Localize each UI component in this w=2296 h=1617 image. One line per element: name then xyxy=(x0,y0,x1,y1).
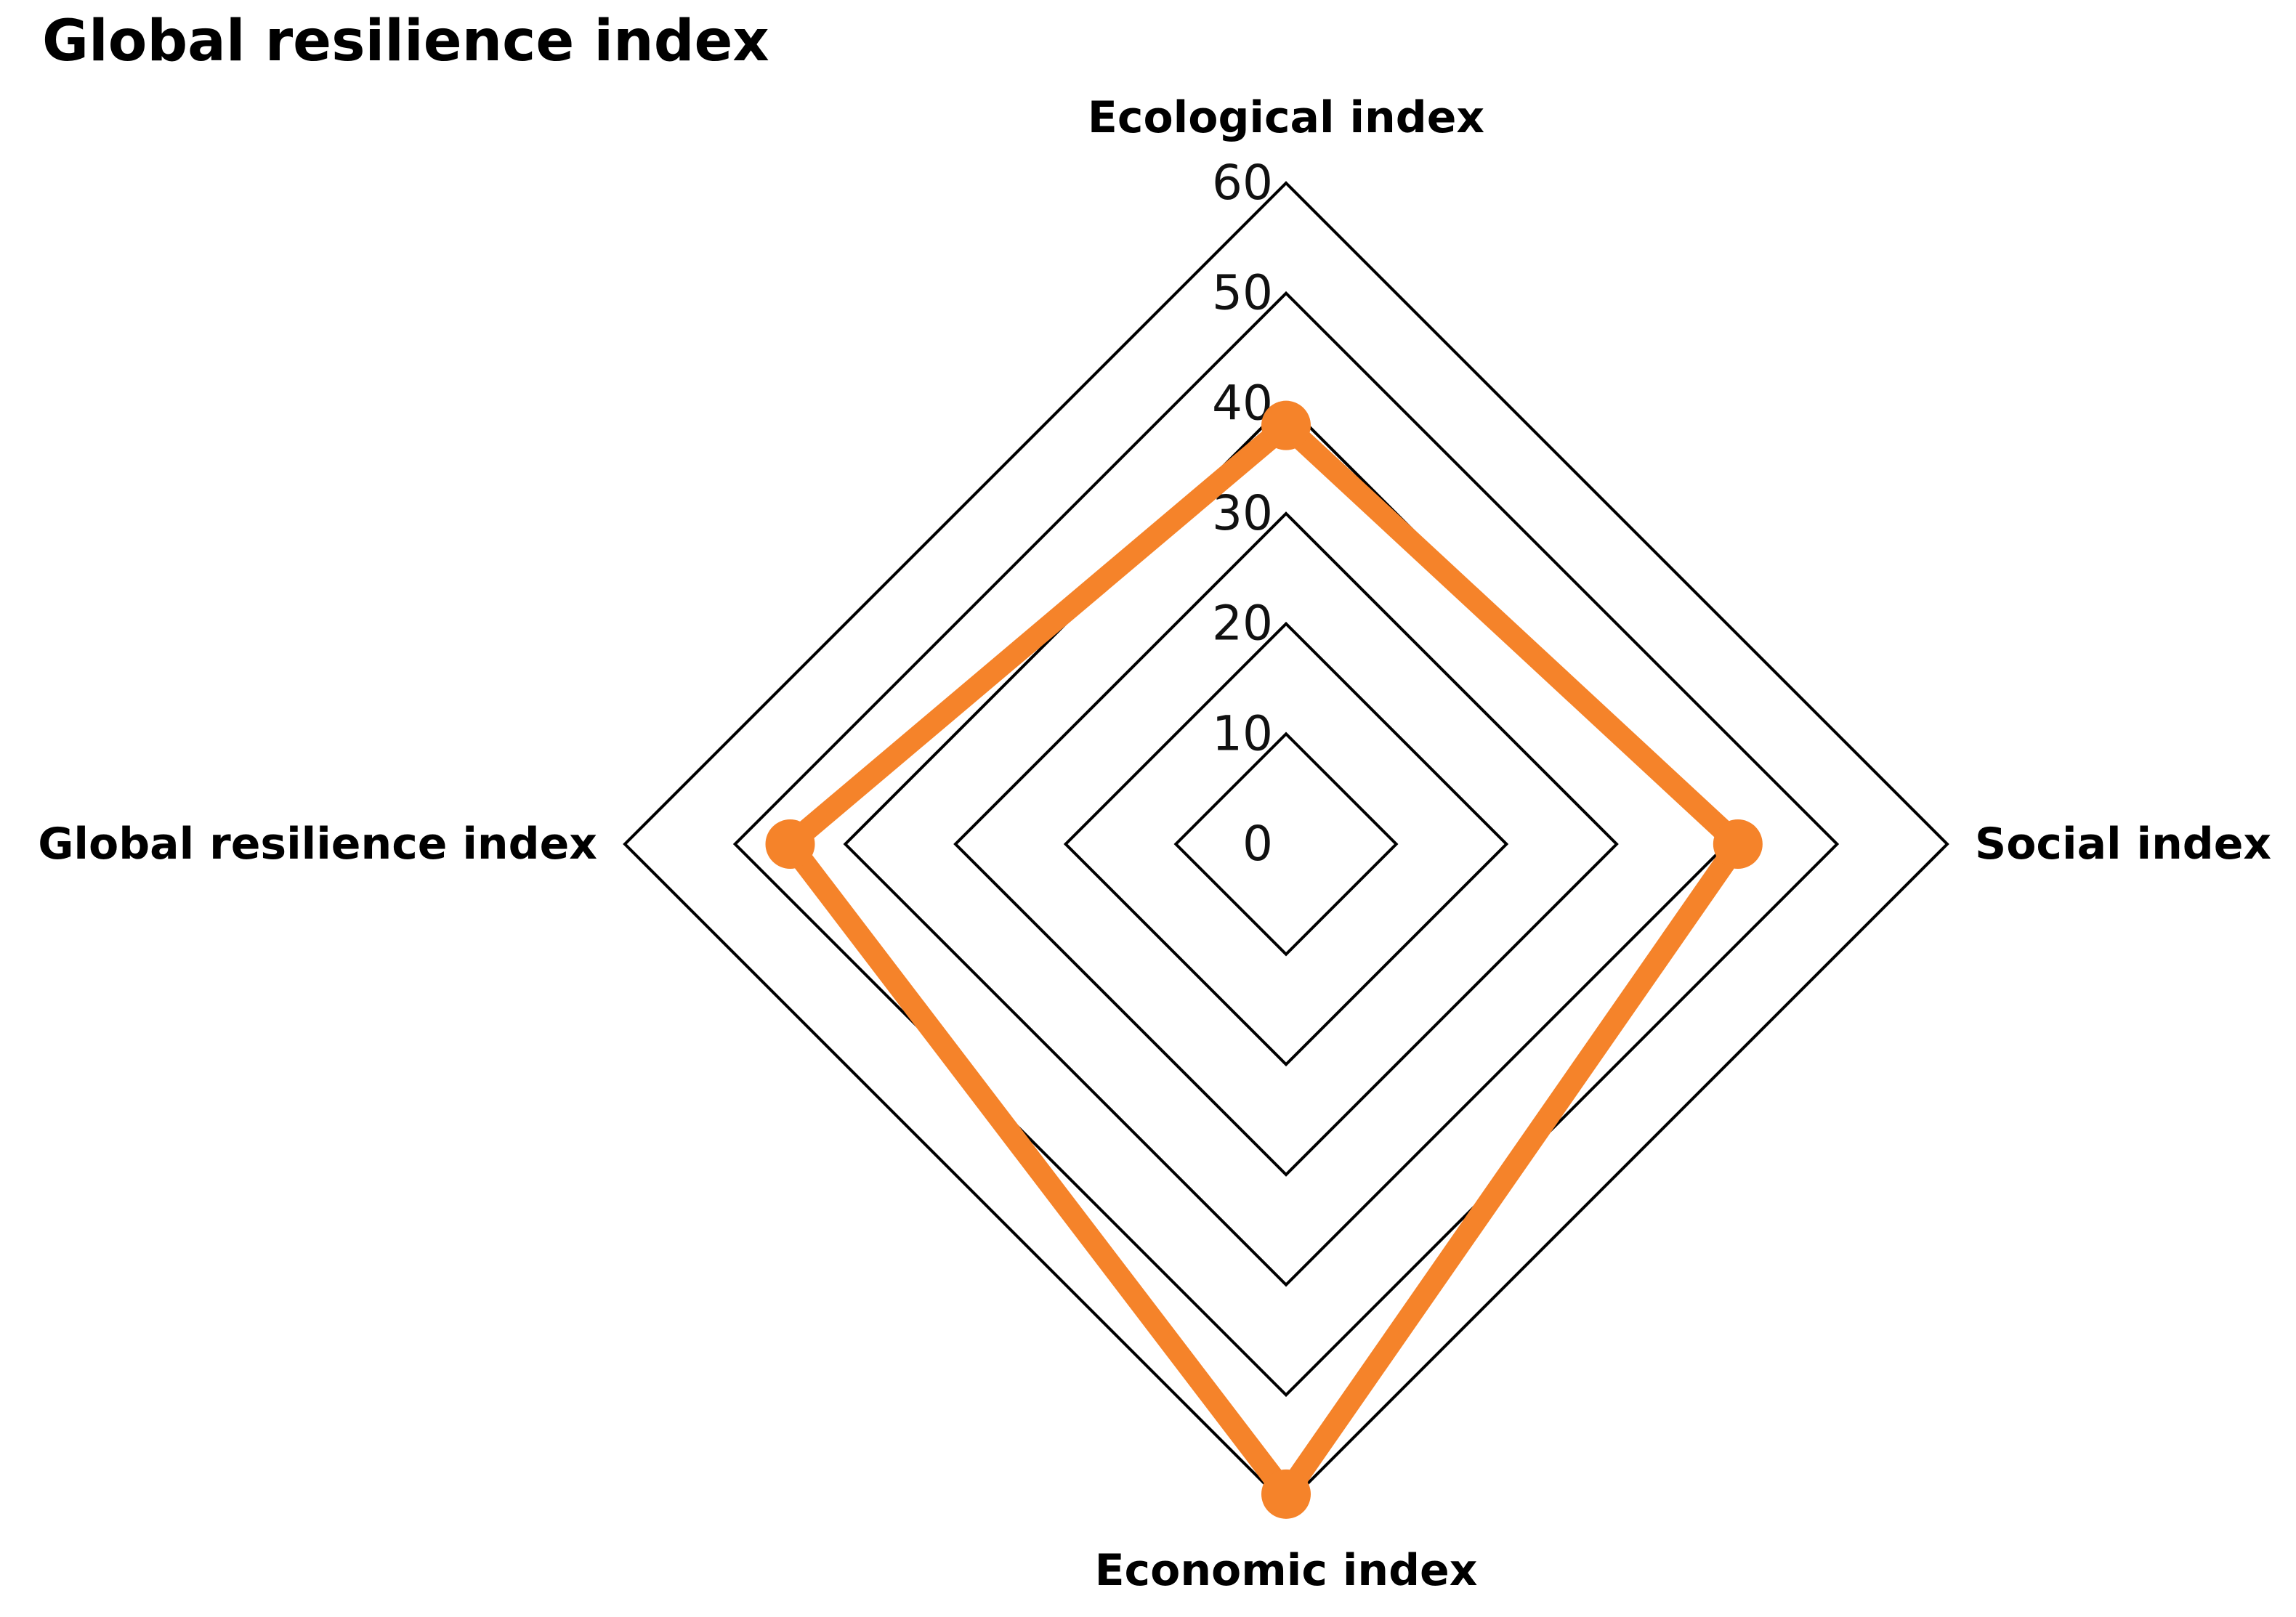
axis-label: Ecological index xyxy=(1088,92,1484,143)
grid-ring-30 xyxy=(953,511,1619,1177)
data-point xyxy=(1261,400,1311,450)
grid-ring-10 xyxy=(1173,732,1399,957)
tick-label: 30 xyxy=(1212,485,1273,541)
series-layer xyxy=(765,400,1763,1519)
chart-title: Global resilience index xyxy=(42,9,769,74)
tick-label: 50 xyxy=(1212,265,1273,321)
grid-ring-40 xyxy=(843,401,1729,1287)
data-point xyxy=(1261,1469,1311,1519)
grid-ring-50 xyxy=(732,291,1840,1398)
data-point xyxy=(765,819,815,869)
series-line-0 xyxy=(779,414,1749,1505)
tick-label: 0 xyxy=(1242,816,1273,872)
axis-label: Economic index xyxy=(1095,1545,1478,1596)
axis-label: Global resilience index xyxy=(38,819,597,870)
data-point xyxy=(1713,819,1763,869)
axis-label: Social index xyxy=(1975,819,2271,870)
tick-label: 10 xyxy=(1212,705,1273,761)
tick-label: 20 xyxy=(1212,596,1273,652)
tick-label: 60 xyxy=(1212,155,1273,211)
axis-labels: Ecological index Social index Economic ind… xyxy=(38,92,2271,1596)
grid-ring-20 xyxy=(1063,621,1509,1067)
